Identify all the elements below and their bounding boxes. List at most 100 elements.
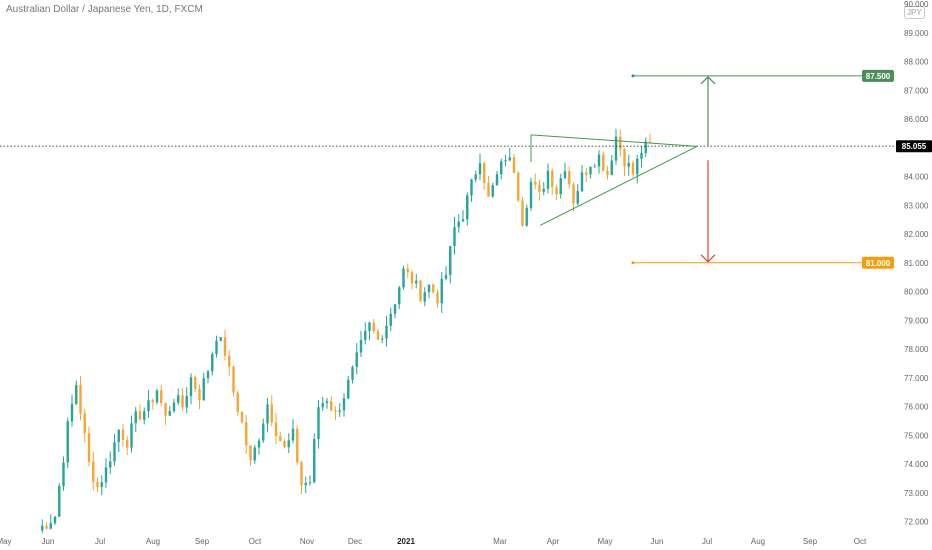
candle-body — [126, 440, 129, 448]
candle-body — [555, 187, 558, 195]
candle-body — [580, 172, 584, 191]
candle-body — [121, 429, 125, 441]
target-low-badge — [862, 256, 894, 269]
x-tick-label: Nov — [300, 537, 314, 546]
candle-body — [168, 411, 171, 416]
candle-body — [470, 179, 473, 196]
candle-body — [559, 178, 562, 195]
candle-body — [478, 163, 482, 175]
candle-body — [466, 195, 469, 220]
candle-body — [321, 403, 324, 408]
candle-body — [79, 384, 82, 414]
candle-body — [104, 467, 108, 483]
candle-body — [546, 170, 550, 189]
candle-body — [304, 482, 307, 486]
x-tick-label: Jun — [42, 537, 55, 546]
candle-body — [593, 166, 596, 168]
candle-body — [313, 439, 316, 483]
candle-body — [385, 325, 388, 339]
y-tick-label: 87.000 — [904, 86, 929, 95]
candle-body — [585, 172, 588, 175]
candle-body — [538, 184, 541, 192]
candle-body — [627, 162, 630, 167]
candle-body — [368, 322, 371, 331]
y-tick-label: 76.000 — [904, 403, 929, 412]
x-tick-label: Oct — [854, 537, 867, 546]
candle-body — [453, 227, 456, 246]
y-tick-label: 86.000 — [904, 115, 929, 124]
y-tick-label: 78.000 — [904, 345, 929, 354]
candle-body — [181, 395, 184, 408]
candle-body — [147, 400, 150, 412]
x-tick-label: Jul — [702, 537, 712, 546]
candle-body — [155, 390, 159, 403]
candle-body — [49, 523, 52, 529]
current-price-badge — [896, 140, 932, 153]
candle-body — [376, 331, 380, 340]
candle-body — [619, 136, 622, 150]
triangle-upper-line — [530, 134, 698, 147]
candle-body — [444, 274, 448, 279]
down-arrow-head — [700, 254, 716, 263]
candle-body — [372, 322, 375, 332]
candle-body — [240, 411, 244, 423]
candle-body — [253, 447, 256, 461]
candle-body — [296, 428, 299, 463]
current-price-label: 85.055 — [902, 142, 927, 151]
target-low-label: 81.000 — [866, 259, 891, 268]
candle-body — [130, 423, 133, 448]
candle-body — [308, 482, 312, 484]
x-tick-label: Jun — [651, 537, 664, 546]
candle-body — [228, 355, 231, 367]
candle-body — [597, 154, 601, 167]
candle-body — [185, 396, 188, 408]
candle-body — [287, 440, 290, 448]
candle-body — [215, 340, 218, 355]
candle-body — [96, 481, 99, 488]
candle-body — [219, 337, 222, 341]
candle-body — [389, 313, 392, 326]
y-tick-label: 79.000 — [904, 316, 929, 325]
chart-title: Australian Dollar / Japanese Yen, 1D, FX… — [6, 4, 203, 15]
candle-body — [393, 304, 397, 314]
candle-body — [41, 525, 44, 531]
candle-body — [347, 379, 350, 399]
candle-body — [440, 278, 443, 304]
target-high-anchor — [631, 74, 635, 78]
candle-body — [419, 280, 422, 302]
x-tick-label: Dec — [348, 537, 362, 546]
candle-body — [164, 402, 167, 416]
candle-body — [457, 221, 460, 228]
candle-body — [602, 154, 605, 171]
candle-body — [521, 200, 524, 226]
currency-badge[interactable]: JPY — [904, 6, 925, 19]
candle-body — [338, 410, 341, 412]
triangle-lower-line — [539, 145, 698, 226]
candle-body — [483, 163, 486, 183]
candle-body — [491, 185, 494, 197]
candle-body — [351, 366, 354, 380]
candle-body — [436, 292, 439, 304]
candle-body — [223, 337, 227, 356]
candle-body — [461, 219, 465, 222]
candle-body — [487, 182, 490, 197]
candle-body — [266, 404, 269, 424]
candle-body — [189, 377, 193, 397]
candle-body — [576, 190, 579, 204]
candle-body — [291, 428, 295, 441]
candle-body — [525, 207, 528, 226]
target-low-anchor — [631, 261, 635, 265]
x-tick-label: Sep — [195, 537, 210, 546]
y-tick-label: 90.000 — [904, 0, 929, 9]
candle-body — [117, 429, 120, 443]
candle-body — [206, 371, 210, 379]
up-arrow-head — [700, 76, 716, 85]
candle-body — [415, 280, 418, 284]
candle-body — [257, 440, 261, 448]
candle-body — [512, 157, 516, 173]
candle-body — [249, 445, 252, 461]
target-high-label: 87.500 — [866, 72, 891, 81]
candle-body — [325, 401, 329, 404]
